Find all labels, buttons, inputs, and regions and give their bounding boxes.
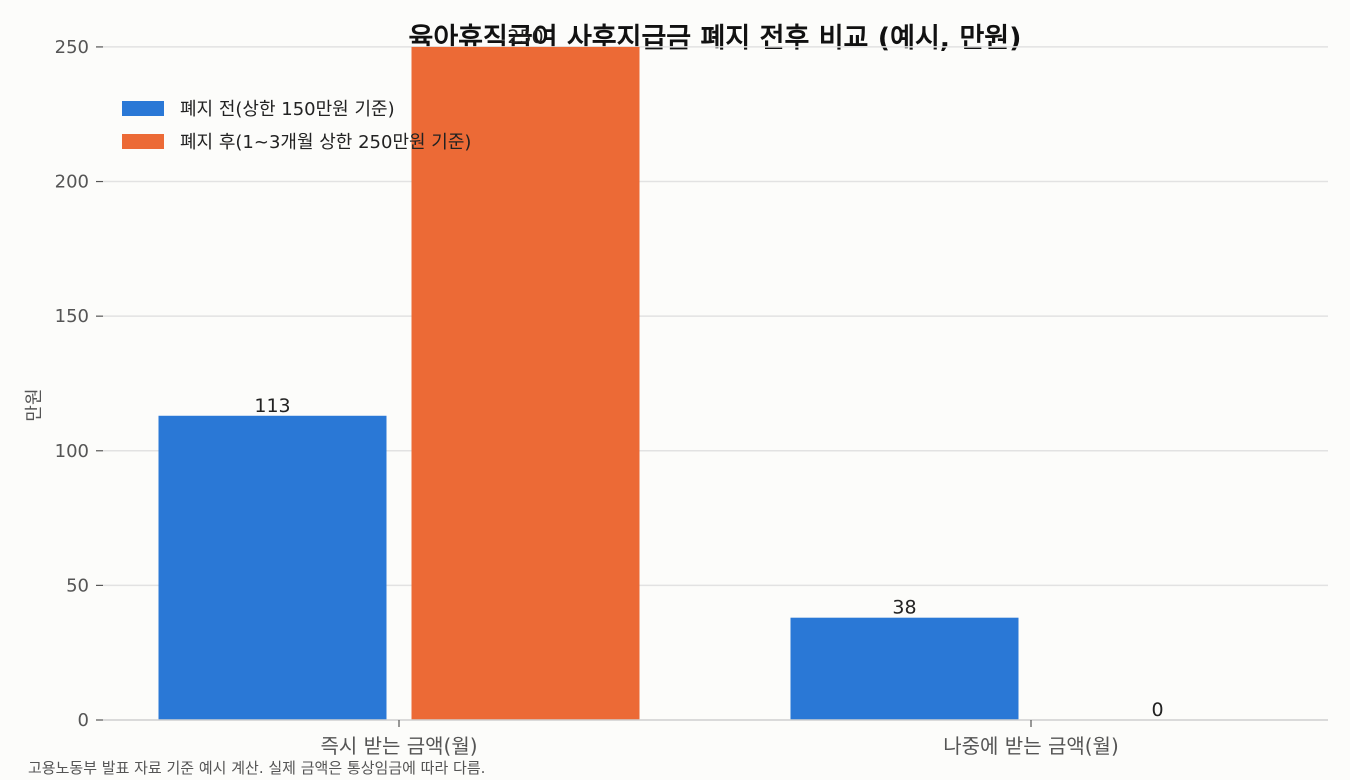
y-tick-label: 0	[78, 710, 89, 731]
legend-label-after: 폐지 후(1~3개월 상한 250만원 기준)	[180, 132, 471, 153]
legend-swatch-after	[122, 134, 164, 149]
data-label: 38	[892, 597, 916, 619]
y-tick-label: 200	[55, 172, 89, 193]
x-category-label: 나중에 받는 금액(월)	[943, 734, 1119, 758]
data-label: 113	[254, 395, 290, 417]
x-axis-categories: 즉시 받는 금액(월) 나중에 받는 금액(월)	[320, 720, 1119, 758]
bars	[158, 46, 1019, 720]
legend: 폐지 전(상한 150만원 기준) 폐지 후(1~3개월 상한 250만원 기준…	[122, 99, 471, 153]
y-tick-label: 100	[55, 441, 89, 462]
legend-swatch-before	[122, 101, 164, 116]
y-axis-label: 만원	[24, 388, 45, 421]
data-labels: 113 250 38 0	[254, 26, 1163, 721]
data-label: 0	[1151, 699, 1163, 721]
y-tick-label: 150	[55, 306, 89, 327]
bar-before-0	[158, 415, 387, 720]
footnote: 고용노동부 발표 자료 기준 예시 계산. 실제 금액은 통상임금에 따라 다름…	[28, 759, 485, 777]
x-category-label: 즉시 받는 금액(월)	[320, 734, 477, 758]
bar-after-0	[411, 46, 640, 720]
data-label: 250	[507, 26, 543, 48]
y-tick-label: 50	[66, 575, 89, 596]
legend-label-before: 폐지 전(상한 150만원 기준)	[180, 99, 395, 120]
y-axis-ticks: 0 50 100 150 200 250	[55, 37, 103, 731]
bar-before-1	[790, 617, 1019, 720]
y-tick-label: 250	[55, 37, 89, 58]
